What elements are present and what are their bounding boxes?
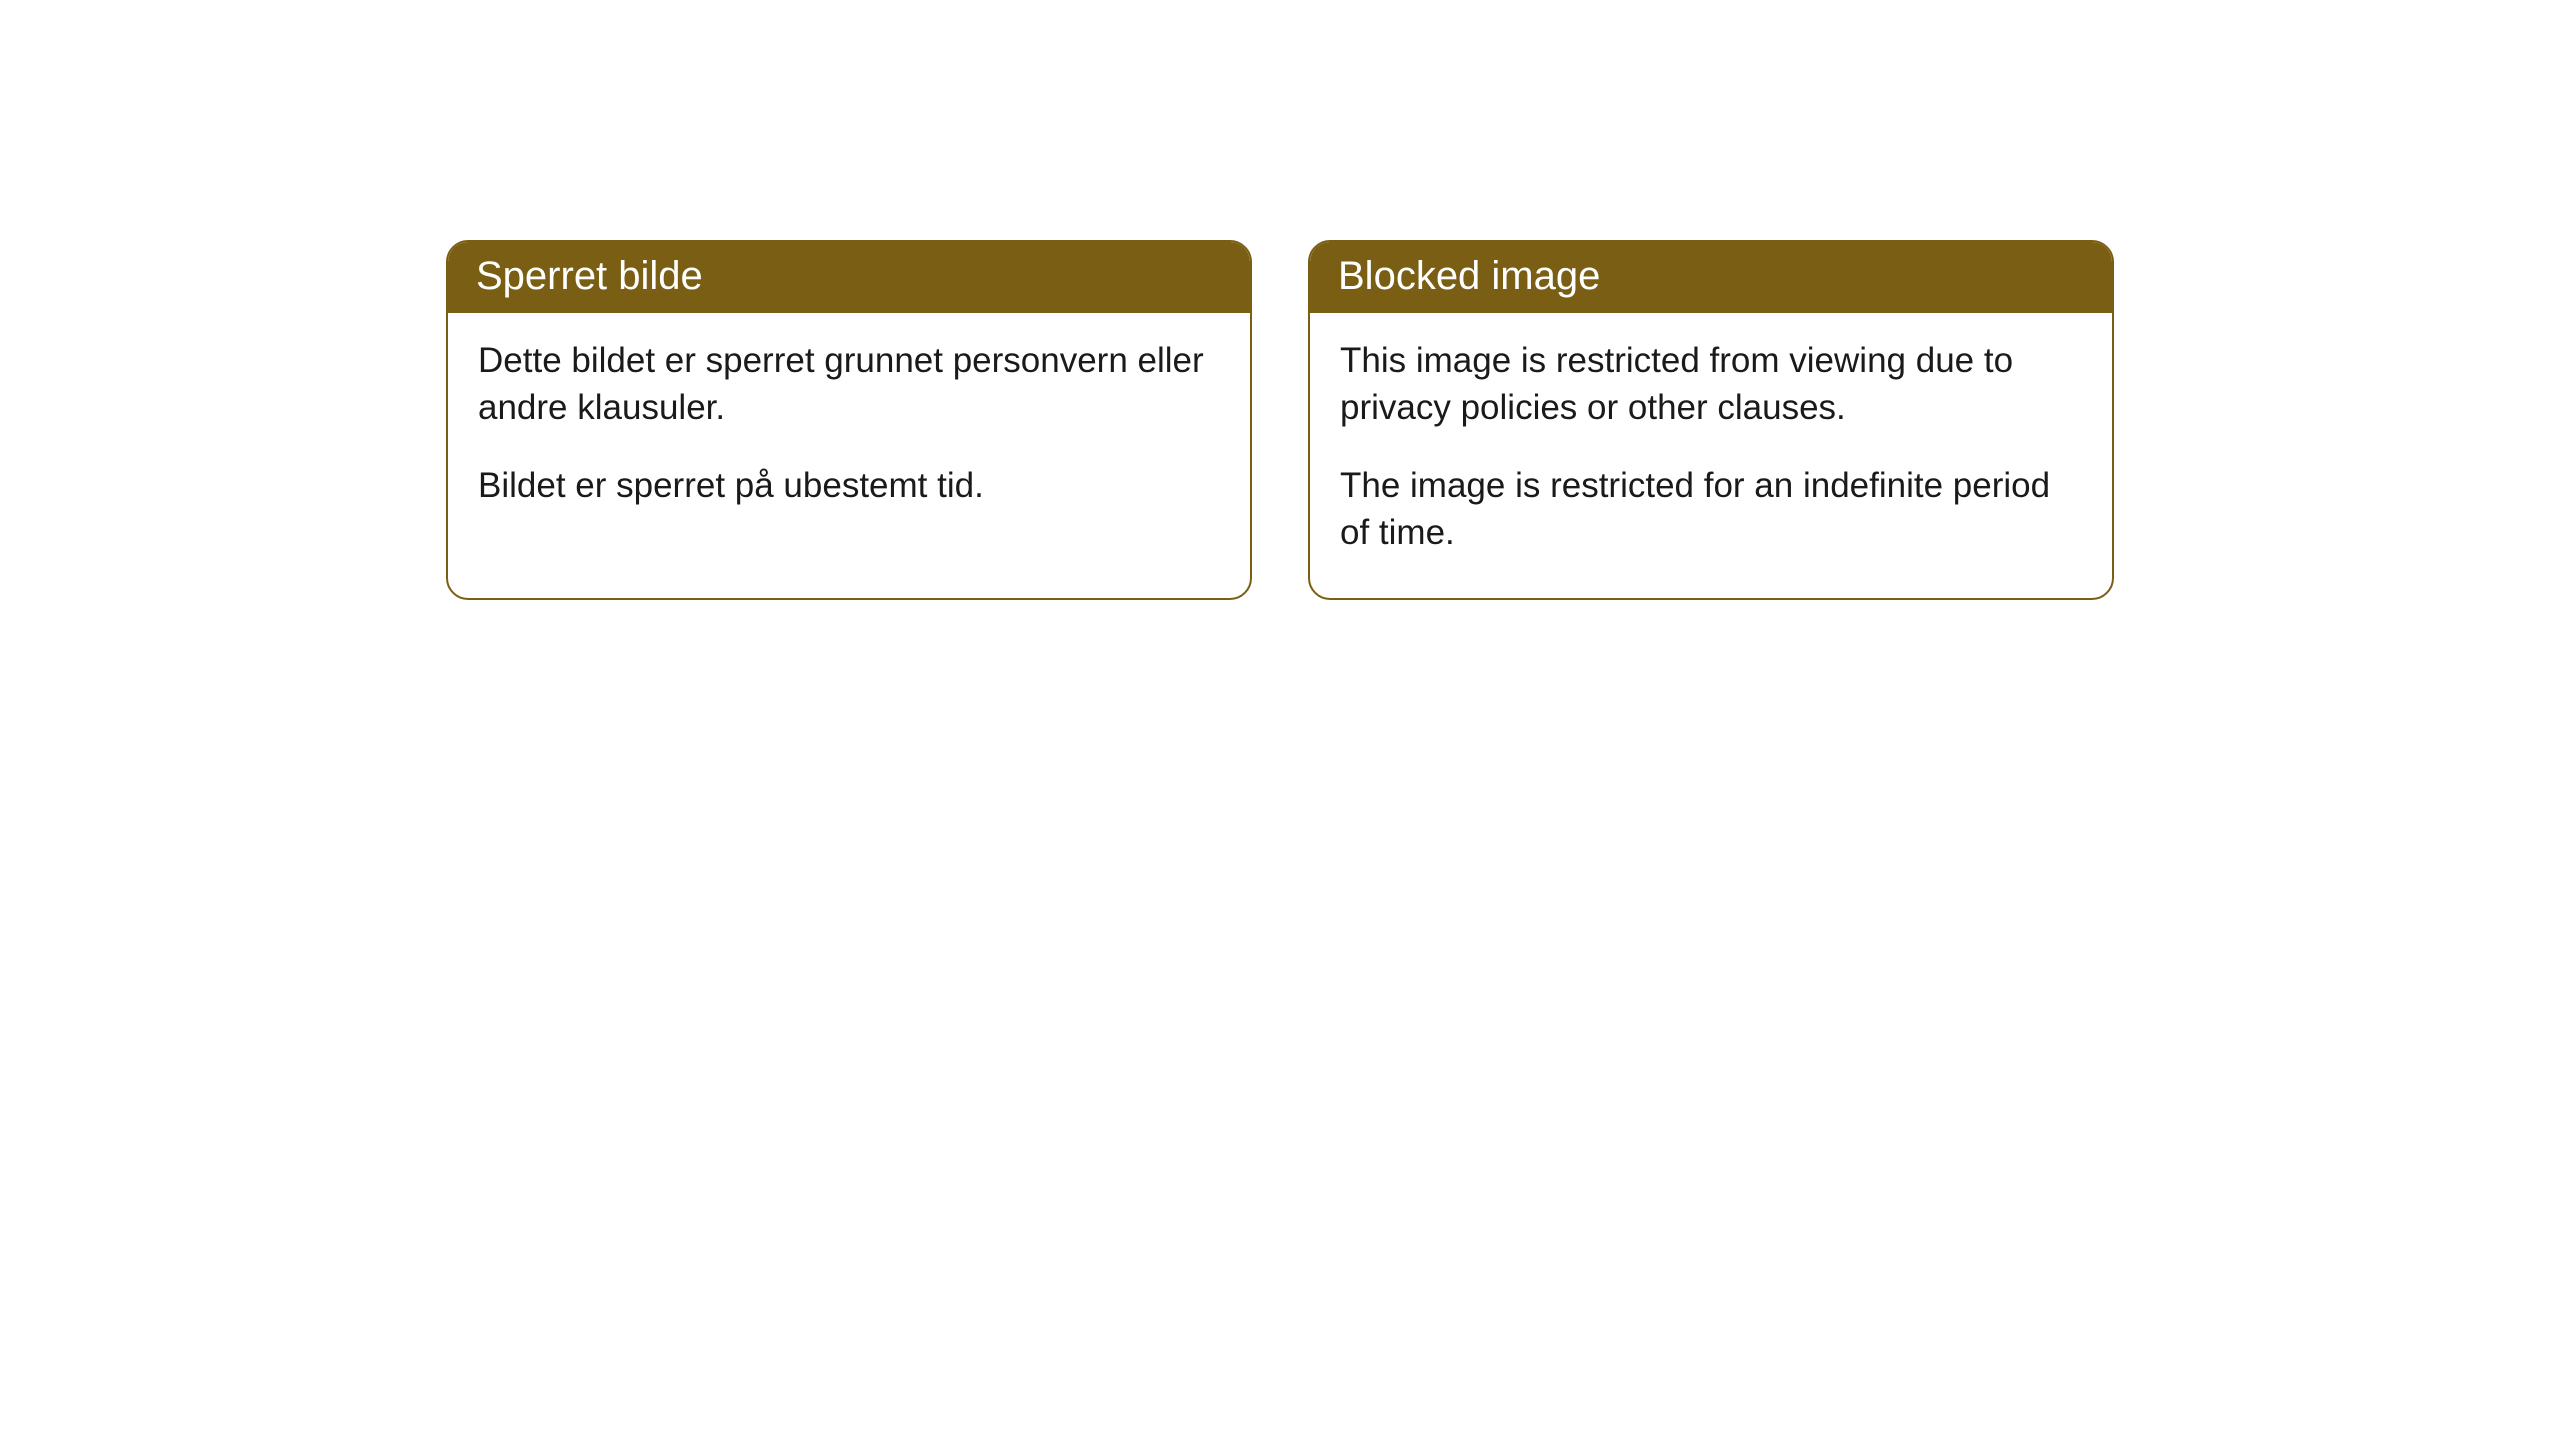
card-para1-english: This image is restricted from viewing du… — [1340, 337, 2082, 432]
cards-container: Sperret bilde Dette bildet er sperret gr… — [430, 240, 2130, 600]
card-header-english: Blocked image — [1310, 242, 2112, 313]
card-body-english: This image is restricted from viewing du… — [1310, 313, 2112, 598]
card-norwegian: Sperret bilde Dette bildet er sperret gr… — [446, 240, 1252, 600]
card-body-norwegian: Dette bildet er sperret grunnet personve… — [448, 313, 1250, 551]
card-english: Blocked image This image is restricted f… — [1308, 240, 2114, 600]
card-header-norwegian: Sperret bilde — [448, 242, 1250, 313]
card-para1-norwegian: Dette bildet er sperret grunnet personve… — [478, 337, 1220, 432]
card-para2-norwegian: Bildet er sperret på ubestemt tid. — [478, 462, 1220, 509]
card-para2-english: The image is restricted for an indefinit… — [1340, 462, 2082, 557]
